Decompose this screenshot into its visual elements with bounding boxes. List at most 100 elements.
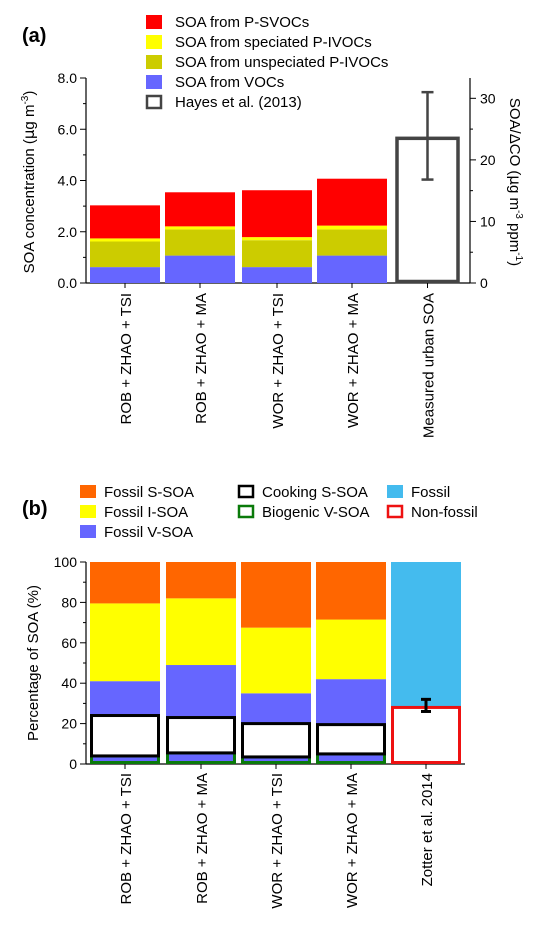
- a-legend-swatch-soa-from-unspeciated-p-ivocs: [146, 55, 162, 69]
- b-legend-label: Cooking S-SOA: [262, 484, 368, 501]
- a-category-label: ROB + ZHAO + TSI: [118, 293, 135, 424]
- a-bar-soa-from-unspeciated-p-ivocs: [90, 241, 160, 268]
- a-y2label-p0: SOA/ΔCO (: [506, 98, 523, 176]
- a-bar-soa-from-speciated-p-ivocs: [317, 225, 387, 230]
- b-legend-label: Fossil S-SOA: [104, 484, 194, 501]
- b-legend-label: Fossil V-SOA: [104, 524, 193, 541]
- a-y2tick-label: 20: [480, 152, 496, 168]
- b-bar-fossil-s-soa: [241, 562, 311, 628]
- b-ytick-label: 80: [61, 594, 77, 610]
- b-bar-zotter-nonfossil: [391, 705, 461, 765]
- b-legend-label: Biogenic V-SOA: [262, 504, 370, 521]
- a-y2label-sup1: -3: [513, 210, 524, 219]
- b-legend-label: Fossil I-SOA: [104, 504, 188, 521]
- panel-b: (b) Fossil S-SOA Cooking S-SOA Fossil Fossi…: [22, 484, 478, 909]
- a-bar-soa-from-unspeciated-p-ivocs: [165, 229, 235, 256]
- b-legend-swatch-fossil-s-soa: [80, 485, 96, 498]
- a-bar-soa-from-p-svocs: [165, 192, 235, 227]
- a-legend-label: SOA from speciated P-IVOCs: [175, 34, 372, 51]
- b-category-label: WOR + ZHAO + TSI: [269, 773, 286, 909]
- b-bar-fossil-i-soa: [166, 598, 236, 666]
- a-category-label: ROB + ZHAO + MA: [193, 293, 210, 424]
- a-bar-soa-from-vocs: [90, 267, 160, 283]
- b-bar-fossil-s-soa: [90, 562, 160, 604]
- panel-a-right-axis-label: SOA/ΔCO (μg m-3 ppm-1): [506, 98, 524, 266]
- a-legend-label: SOA from unspeciated P-IVOCs: [175, 54, 388, 71]
- b-category-label: ROB + ZHAO + TSI: [118, 773, 135, 904]
- panel-b-label: (b): [22, 498, 48, 520]
- a-bar-soa-from-unspeciated-p-ivocs: [317, 229, 387, 256]
- a-ytick-label: 6.0: [58, 121, 78, 137]
- panel-a-bars: [90, 90, 460, 284]
- b-ytick-label: 20: [61, 716, 77, 732]
- b-legend-label: Fossil: [411, 484, 450, 501]
- b-bar-fossil-i-soa: [241, 627, 311, 694]
- b-legend-swatch-fossil: [387, 485, 403, 498]
- b-legend-swatch-biogenic-v-soa: [237, 504, 255, 519]
- b-bar-zotter-fossil: [391, 562, 461, 708]
- a-y2label-p6: ): [506, 261, 523, 266]
- a-bar-soa-from-speciated-p-ivocs: [90, 238, 160, 242]
- a-bar-soa-from-unspeciated-p-ivocs: [242, 240, 312, 268]
- panel-a-y-axis-label: SOA concentration (μg m-3): [20, 91, 38, 274]
- a-bar-soa-from-speciated-p-ivocs: [165, 226, 235, 230]
- a-ytick-label: 0.0: [58, 275, 78, 291]
- a-bar-soa-from-vocs: [317, 255, 387, 283]
- b-ytick-label: 60: [61, 635, 77, 651]
- b-overlay-cooking: [241, 722, 311, 759]
- panel-b-ticks: 0 20 40 60 80 100: [54, 554, 86, 772]
- a-bar-soa-from-p-svocs: [317, 178, 387, 226]
- a-bar-soa-from-p-svocs: [242, 190, 312, 238]
- b-bar-fossil-s-soa: [166, 562, 236, 599]
- b-category-label: WOR + ZHAO + MA: [344, 773, 361, 908]
- b-legend-swatch-fossil-v-soa: [80, 525, 96, 538]
- a-legend-swatch-soa-from-speciated-p-ivocs: [146, 35, 162, 49]
- a-y2tick-label: 30: [480, 90, 496, 106]
- a-ylabel-p2: g m: [21, 105, 38, 130]
- a-bar-soa-from-vocs: [165, 255, 235, 283]
- panel-a-legend: SOA from P-SVOCs SOA from speciated P-IVO…: [145, 14, 388, 111]
- b-ytick-label: 40: [61, 675, 77, 691]
- a-bar-soa-from-speciated-p-ivocs: [242, 237, 312, 241]
- a-legend-label: Hayes et al. (2013): [175, 94, 302, 111]
- b-legend-swatch-non-fossil: [386, 504, 404, 519]
- b-legend-label: Non-fossil: [411, 504, 478, 521]
- a-ylabel-p4: ): [21, 91, 38, 96]
- panel-a-label: (a): [22, 25, 46, 47]
- a-ylabel-mu: μ: [20, 129, 38, 139]
- a-legend-label: SOA from P-SVOCs: [175, 14, 309, 31]
- a-legend-label: SOA from VOCs: [175, 74, 284, 91]
- b-legend-swatch-cooking-s-soa: [237, 484, 255, 499]
- b-ytick-label: 100: [54, 554, 78, 570]
- panel-b-y-axis-label: Percentage of SOA (%): [25, 585, 42, 741]
- a-category-label: Measured urban SOA: [421, 293, 438, 438]
- a-ytick-label: 8.0: [58, 70, 78, 86]
- a-legend-swatch-hayes: [145, 94, 163, 110]
- panel-a-category-labels: ROB + ZHAO + TSI ROB + ZHAO + MA WOR + ZHA…: [118, 283, 438, 438]
- a-legend-swatch-soa-from-p-svocs: [146, 15, 162, 29]
- a-bar-soa-from-p-svocs: [90, 205, 160, 239]
- a-ytick-label: 4.0: [58, 173, 78, 189]
- a-y2label-p2: g m: [506, 185, 523, 210]
- b-category-label: Zotter et al. 2014: [419, 773, 436, 886]
- b-legend-swatch-fossil-i-soa: [80, 505, 96, 518]
- b-overlay-cooking: [90, 714, 160, 758]
- a-y2label-mu: μ: [506, 175, 524, 185]
- a-ytick-label: 2.0: [58, 224, 78, 240]
- panel-b-category-labels: ROB + ZHAO + TSI ROB + ZHAO + MA WOR + ZHA…: [118, 764, 436, 909]
- a-category-label: WOR + ZHAO + MA: [345, 293, 362, 428]
- b-overlay-cooking: [166, 716, 236, 755]
- panel-b-bars: [90, 562, 461, 765]
- a-y2tick-label: 10: [480, 213, 496, 229]
- panel-a: (a) SOA from P-SVOCs SOA from speciated P…: [20, 14, 524, 438]
- a-y2label-sup2: -1: [513, 252, 524, 261]
- a-ylabel-sup: -3: [20, 95, 31, 104]
- panel-a-ticks: 0.0 2.0 4.0 6.0 8.0 0 10 20 30: [58, 70, 496, 291]
- b-bar-fossil-s-soa: [316, 562, 386, 620]
- b-ytick-label: 0: [69, 756, 77, 772]
- b-bar-fossil-i-soa: [90, 603, 160, 682]
- b-overlay-cooking: [316, 723, 386, 756]
- a-bar-soa-from-vocs: [242, 267, 312, 283]
- a-legend-swatch-soa-from-vocs: [146, 75, 162, 89]
